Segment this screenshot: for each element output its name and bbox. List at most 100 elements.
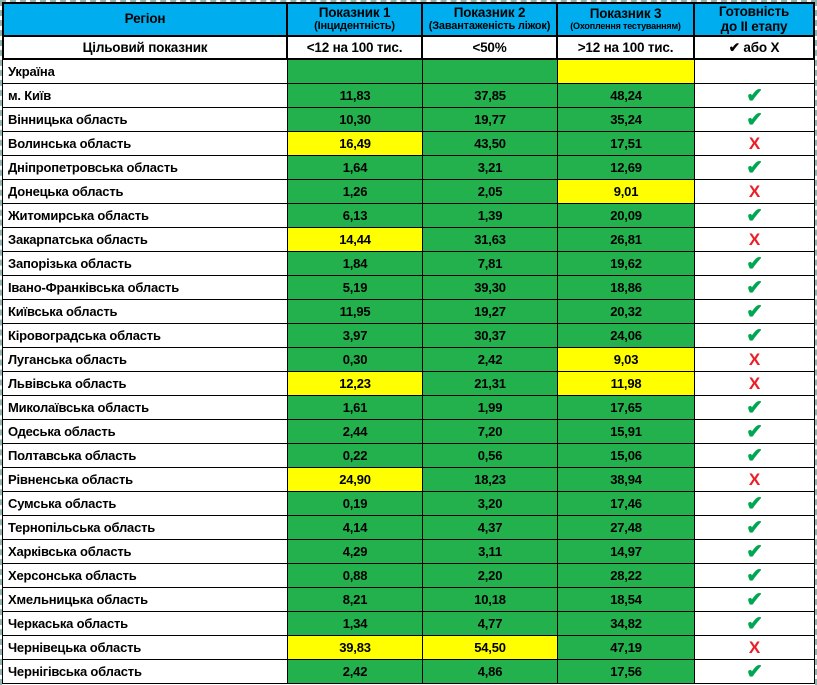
region-cell[interactable]: Рівненська область — [2, 468, 288, 492]
indicator-cell[interactable]: 4,29 — [288, 540, 423, 564]
region-cell[interactable]: Київська область — [2, 300, 288, 324]
indicator-cell[interactable]: 10,18 — [423, 588, 558, 612]
indicator-cell[interactable]: 34,82 — [558, 612, 695, 636]
indicator-cell[interactable]: 4,37 — [423, 516, 558, 540]
indicator-cell[interactable]: 20,32 — [558, 300, 695, 324]
indicator-cell[interactable]: 12,69 — [558, 156, 695, 180]
region-cell[interactable]: Луганська область — [2, 348, 288, 372]
region-cell[interactable]: Сумська область — [2, 492, 288, 516]
indicator-cell[interactable]: 1,84 — [288, 252, 423, 276]
readiness-cell[interactable]: ✔ — [695, 324, 815, 348]
indicator-cell[interactable] — [423, 60, 558, 84]
readiness-cell[interactable]: ✔ — [695, 612, 815, 636]
readiness-cell[interactable]: ✔ — [695, 564, 815, 588]
region-cell[interactable]: Харківська область — [2, 540, 288, 564]
readiness-cell[interactable]: ✔ — [695, 276, 815, 300]
indicator-cell[interactable]: 0,30 — [288, 348, 423, 372]
region-cell[interactable]: Миколаївська область — [2, 396, 288, 420]
indicator-cell[interactable]: 10,30 — [288, 108, 423, 132]
indicator-cell[interactable]: 9,03 — [558, 348, 695, 372]
readiness-cell[interactable]: ✔ — [695, 588, 815, 612]
readiness-cell[interactable]: ✔ — [695, 660, 815, 684]
indicator-cell[interactable]: 48,24 — [558, 84, 695, 108]
readiness-cell[interactable] — [695, 60, 815, 84]
indicator-cell[interactable]: 24,06 — [558, 324, 695, 348]
indicator-cell[interactable]: 39,30 — [423, 276, 558, 300]
readiness-cell[interactable]: X — [695, 468, 815, 492]
region-cell[interactable]: Вінницька область — [2, 108, 288, 132]
indicator-cell[interactable]: 35,24 — [558, 108, 695, 132]
indicator-cell[interactable]: 1,64 — [288, 156, 423, 180]
region-cell[interactable]: Донецька область — [2, 180, 288, 204]
indicator-cell[interactable]: 4,77 — [423, 612, 558, 636]
indicator-cell[interactable]: 2,44 — [288, 420, 423, 444]
readiness-cell[interactable]: ✔ — [695, 84, 815, 108]
region-cell[interactable]: Житомирська область — [2, 204, 288, 228]
indicator-cell[interactable]: 17,46 — [558, 492, 695, 516]
readiness-cell[interactable]: X — [695, 372, 815, 396]
indicator-cell[interactable]: 2,42 — [288, 660, 423, 684]
readiness-cell[interactable]: X — [695, 636, 815, 660]
region-cell[interactable]: Полтавська область — [2, 444, 288, 468]
indicator-cell[interactable]: 7,20 — [423, 420, 558, 444]
region-cell[interactable]: Кіровоградська область — [2, 324, 288, 348]
region-cell[interactable]: м. Київ — [2, 84, 288, 108]
readiness-cell[interactable]: X — [695, 348, 815, 372]
region-cell[interactable]: Тернопільська область — [2, 516, 288, 540]
indicator-cell[interactable]: 7,81 — [423, 252, 558, 276]
col-header-indicator1[interactable]: Показник 1 (Інцидентність) — [288, 2, 423, 37]
readiness-cell[interactable]: ✔ — [695, 252, 815, 276]
indicator-cell[interactable]: 15,06 — [558, 444, 695, 468]
target-readiness[interactable]: ✔ або Х — [695, 37, 815, 60]
region-cell[interactable]: Хмельницька область — [2, 588, 288, 612]
target-indicator1[interactable]: <12 на 100 тис. — [288, 37, 423, 60]
indicator-cell[interactable]: 37,85 — [423, 84, 558, 108]
target-indicator2[interactable]: <50% — [423, 37, 558, 60]
readiness-cell[interactable]: ✔ — [695, 420, 815, 444]
region-cell[interactable]: Херсонська область — [2, 564, 288, 588]
indicator-cell[interactable]: 11,83 — [288, 84, 423, 108]
indicator-cell[interactable]: 4,86 — [423, 660, 558, 684]
indicator-cell[interactable]: 54,50 — [423, 636, 558, 660]
indicator-cell[interactable]: 3,97 — [288, 324, 423, 348]
indicator-cell[interactable]: 3,20 — [423, 492, 558, 516]
indicator-cell[interactable]: 19,62 — [558, 252, 695, 276]
col-header-readiness[interactable]: Готовність до II етапу — [695, 2, 815, 37]
indicator-cell[interactable]: 14,97 — [558, 540, 695, 564]
col-header-indicator2[interactable]: Показник 2 (Завантаженість ліжок) — [423, 2, 558, 37]
indicator-cell[interactable]: 2,42 — [423, 348, 558, 372]
region-cell[interactable]: Одеська область — [2, 420, 288, 444]
readiness-cell[interactable]: ✔ — [695, 108, 815, 132]
region-cell[interactable]: Івано-Франківська область — [2, 276, 288, 300]
col-header-indicator3[interactable]: Показник 3 (Охоплення тестуванням) — [558, 2, 695, 37]
indicator-cell[interactable]: 18,86 — [558, 276, 695, 300]
region-cell[interactable]: Україна — [2, 60, 288, 84]
indicator-cell[interactable]: 5,19 — [288, 276, 423, 300]
region-cell[interactable]: Закарпатська область — [2, 228, 288, 252]
indicator-cell[interactable]: 0,88 — [288, 564, 423, 588]
indicator-cell[interactable]: 18,54 — [558, 588, 695, 612]
readiness-cell[interactable]: ✔ — [695, 156, 815, 180]
readiness-cell[interactable]: ✔ — [695, 444, 815, 468]
indicator-cell[interactable]: 47,19 — [558, 636, 695, 660]
indicator-cell[interactable]: 1,61 — [288, 396, 423, 420]
indicator-cell[interactable]: 24,90 — [288, 468, 423, 492]
readiness-cell[interactable]: ✔ — [695, 396, 815, 420]
region-cell[interactable]: Львівська область — [2, 372, 288, 396]
indicator-cell[interactable]: 20,09 — [558, 204, 695, 228]
indicator-cell[interactable]: 11,95 — [288, 300, 423, 324]
region-cell[interactable]: Чернігівська область — [2, 660, 288, 684]
indicator-cell[interactable]: 31,63 — [423, 228, 558, 252]
indicator-cell[interactable]: 0,56 — [423, 444, 558, 468]
indicator-cell[interactable]: 12,23 — [288, 372, 423, 396]
region-cell[interactable]: Запорізька область — [2, 252, 288, 276]
indicator-cell[interactable] — [288, 60, 423, 84]
readiness-cell[interactable]: X — [695, 228, 815, 252]
indicator-cell[interactable]: 16,49 — [288, 132, 423, 156]
readiness-cell[interactable]: ✔ — [695, 540, 815, 564]
indicator-cell[interactable]: 1,99 — [423, 396, 558, 420]
indicator-cell[interactable]: 8,21 — [288, 588, 423, 612]
readiness-cell[interactable]: ✔ — [695, 516, 815, 540]
indicator-cell[interactable]: 30,37 — [423, 324, 558, 348]
readiness-cell[interactable]: X — [695, 132, 815, 156]
